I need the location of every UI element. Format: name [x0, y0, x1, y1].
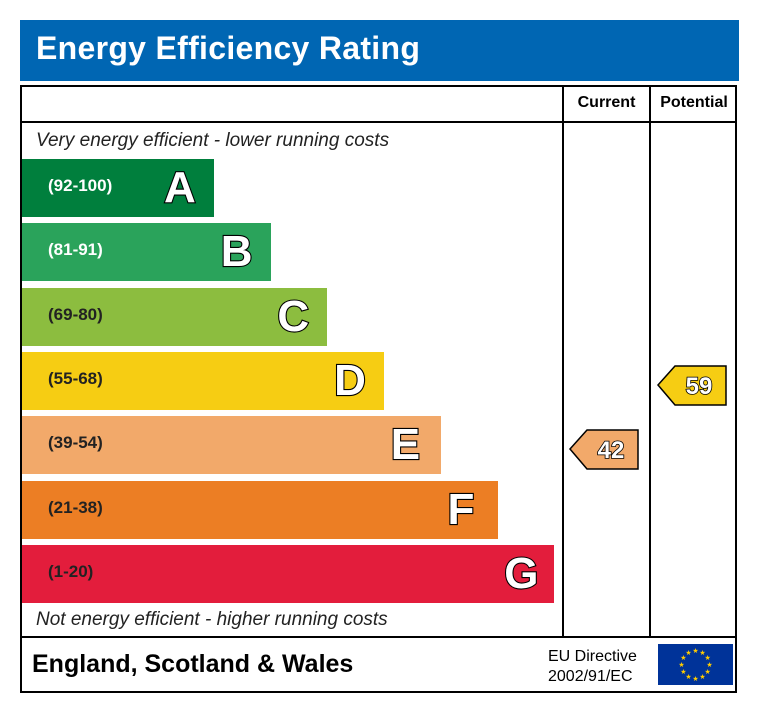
eu-star-icon: ★ [692, 675, 698, 683]
eu-flag-icon: ★ ★★★★★★★★★★★ [658, 644, 733, 685]
band-letter-label: G [503, 548, 539, 599]
band-range-label: (55-68) [48, 368, 103, 388]
band-a: (92-100) A [22, 159, 214, 217]
band-range-label: (39-54) [48, 433, 103, 453]
eu-star-icon: ★ [678, 661, 684, 669]
eu-directive: EU Directive 2002/91/EC [548, 647, 637, 687]
band-range-label: (69-80) [48, 304, 103, 324]
chart-title: Energy Efficiency Rating [36, 30, 421, 66]
band-letter-label: B [220, 226, 254, 277]
current-column-divider [562, 87, 564, 636]
region-label: England, Scotland & Wales [32, 650, 354, 678]
rating-frame: Current Potential Very energy efficient … [20, 85, 737, 693]
current-rating-arrow: 42 [569, 429, 639, 470]
directive-name: EU Directive [548, 648, 637, 665]
header-divider [22, 121, 735, 123]
band-letter-label: F [446, 483, 475, 534]
potential-rating-arrow-value: 59 [686, 373, 713, 400]
band-b: (81-91) B [22, 223, 271, 282]
inefficient-caption: Not energy efficient - higher running co… [36, 609, 388, 630]
band-letter-label: A [163, 162, 197, 213]
band-g: (1-20) G [22, 544, 555, 603]
eu-star-icon: ★ [699, 649, 705, 657]
eu-star-icon: ★ [704, 654, 710, 662]
eu-star-icon: ★ [685, 649, 691, 657]
band-letter-label: C [276, 290, 310, 341]
potential-column-divider [649, 87, 651, 636]
eu-star-icon: ★ [680, 668, 686, 676]
band-letter-label: E [390, 419, 422, 470]
eu-star-icon: ★ [699, 673, 705, 681]
footer-divider [22, 636, 735, 638]
title-bar: Energy Efficiency Rating [20, 20, 739, 81]
band-range-label: (81-91) [48, 240, 103, 260]
band-e: (39-54) E [22, 416, 441, 475]
eu-star-icon: ★ [704, 668, 710, 676]
eu-star-icon: ★ [692, 647, 698, 655]
eu-star-icon: ★ [685, 673, 691, 681]
band-c: (69-80) C [22, 287, 328, 346]
potential-rating-arrow: 59 [657, 365, 727, 406]
eu-star-icon: ★ [706, 661, 712, 669]
current-column-header: Current [577, 94, 636, 111]
band-range-label: (92-100) [48, 176, 113, 195]
band-range-label: (21-38) [48, 497, 103, 517]
band-letter-label: D [333, 355, 367, 406]
band-f: (21-38) F [22, 480, 498, 539]
directive-number: 2002/91/EC [548, 668, 633, 685]
band-d: (55-68) D [22, 351, 385, 410]
band-range-label: (1-20) [48, 561, 94, 581]
efficient-caption: Very energy efficient - lower running co… [36, 130, 390, 151]
potential-column-header: Potential [660, 94, 728, 111]
current-rating-arrow-value: 42 [598, 437, 625, 464]
eu-star-icon: ★ [680, 654, 686, 662]
